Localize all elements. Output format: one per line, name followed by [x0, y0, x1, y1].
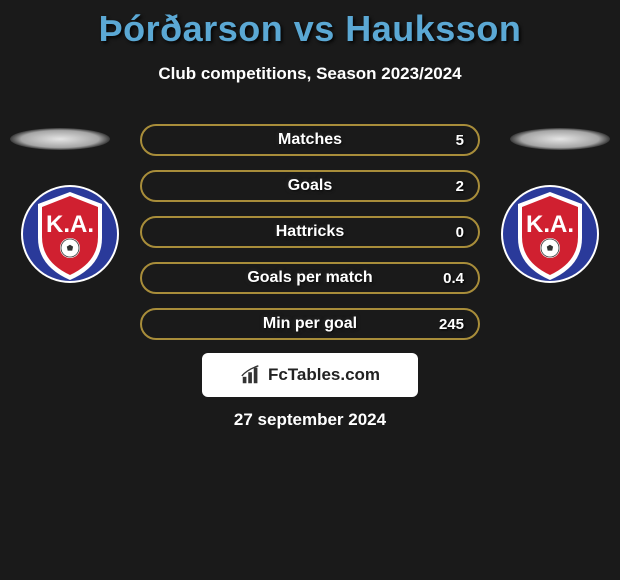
stat-row-goals: Goals 2 — [140, 170, 480, 202]
page-title: Þórðarson vs Hauksson — [0, 0, 620, 50]
brand-text: FcTables.com — [268, 365, 380, 385]
svg-text:K.A.: K.A. — [526, 211, 574, 238]
stat-right-value: 0 — [456, 224, 464, 241]
club-logo-left: K.A. — [20, 180, 120, 288]
svg-text:K.A.: K.A. — [46, 211, 94, 238]
stat-label: Hattricks — [276, 223, 344, 241]
club-logo-right: K.A. — [500, 180, 600, 288]
stat-row-matches: Matches 5 — [140, 124, 480, 156]
stat-right-value: 0.4 — [443, 270, 464, 287]
brand-badge: FcTables.com — [202, 353, 418, 397]
stat-row-mpg: Min per goal 245 — [140, 308, 480, 340]
bar-chart-icon — [240, 364, 262, 386]
stat-label: Min per goal — [263, 315, 357, 333]
avatar-shadow-right — [510, 128, 610, 150]
subtitle: Club competitions, Season 2023/2024 — [0, 64, 620, 84]
stat-label: Goals per match — [247, 269, 372, 287]
stat-right-value: 245 — [439, 316, 464, 333]
ka-shield-icon: K.A. — [20, 180, 120, 288]
stat-right-value: 2 — [456, 178, 464, 195]
stats-panel: Matches 5 Goals 2 Hattricks 0 Goals per … — [140, 124, 480, 354]
ka-shield-icon: K.A. — [500, 180, 600, 288]
stat-row-hattricks: Hattricks 0 — [140, 216, 480, 248]
stat-label: Matches — [278, 131, 342, 149]
avatar-shadow-left — [10, 128, 110, 150]
stat-label: Goals — [288, 177, 332, 195]
stat-right-value: 5 — [456, 132, 464, 149]
date-text: 27 september 2024 — [0, 410, 620, 430]
stat-row-gpm: Goals per match 0.4 — [140, 262, 480, 294]
